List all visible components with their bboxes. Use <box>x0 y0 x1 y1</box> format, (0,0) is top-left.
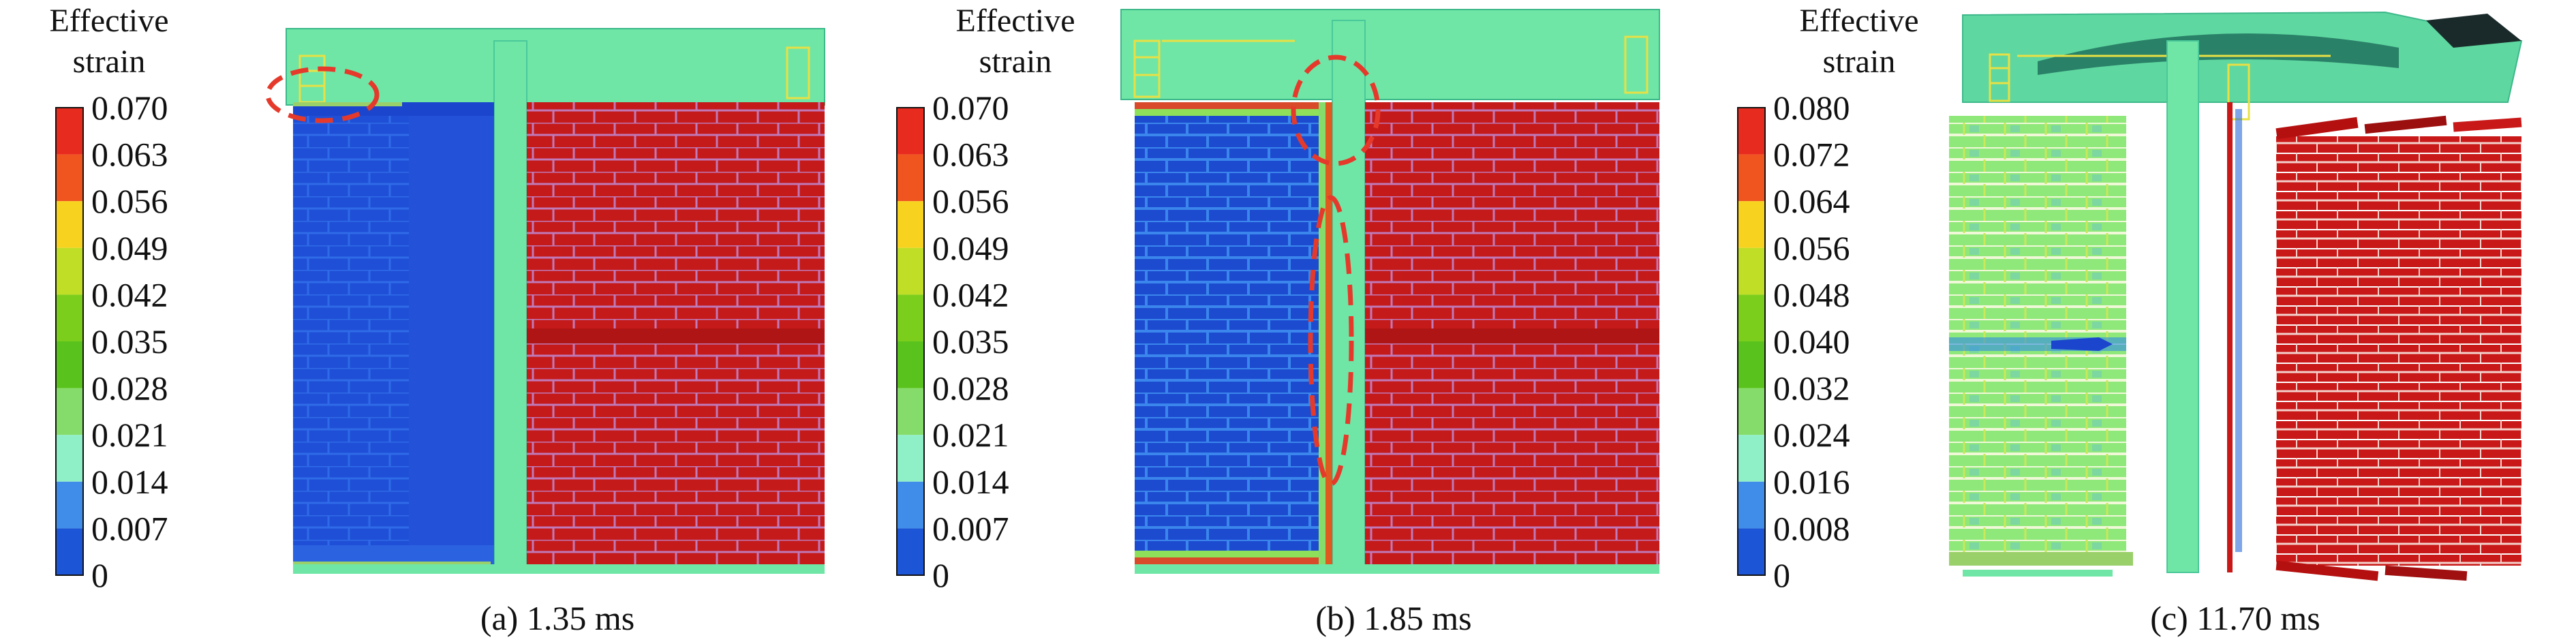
colorbar-segment <box>56 154 83 202</box>
colorbar-a: 0.070 0.063 0.056 0.049 0.042 0.035 0.028 0.021… <box>55 89 168 594</box>
colorbar-segment <box>897 341 924 388</box>
colorbar-tick-label: 0 <box>1773 556 1790 594</box>
colorbar-segment <box>897 388 924 435</box>
colorbar-tick-label: 0.007 <box>932 509 1009 547</box>
colorbar-segment <box>1738 108 1765 155</box>
colorbar-tick-label: 0.024 <box>1773 416 1850 454</box>
panel-a: Effective strain 0.0700.0630.0560.0490.0… <box>49 3 825 637</box>
colorbar-segment <box>56 247 83 295</box>
colorbar-frame <box>55 107 84 576</box>
colorbar-tick-label: 0.042 <box>932 275 1009 313</box>
caption-a: (a) 1.35 ms <box>480 599 634 637</box>
colorbar-tick-label: 0.007 <box>91 509 168 547</box>
structure-c <box>1949 11 2523 581</box>
colorbar-segment <box>1738 201 1765 248</box>
colorbar-segment <box>897 247 924 295</box>
legend-title-a-line1: Effective <box>49 3 168 39</box>
colorbar-segment <box>1738 341 1765 388</box>
colorbar-tick-label: 0.040 <box>1773 322 1850 361</box>
legend-title-b-line1: Effective <box>955 3 1075 39</box>
colorbar-c: 0.080 0.072 0.064 0.056 0.048 0.040 0.032 0.024… <box>1737 89 1850 594</box>
legend-title-b-line2: strain <box>979 44 1052 80</box>
colorbar-tick-label: 0.080 <box>1773 89 1850 127</box>
colorbar-segment <box>897 154 924 202</box>
colorbar-segment <box>56 108 83 155</box>
colorbar-segment <box>897 294 924 341</box>
colorbar-tick-label: 0.070 <box>91 89 168 127</box>
colorbar-segment <box>897 108 924 155</box>
structure-b <box>1120 9 1660 574</box>
colorbar-tick-label: 0.028 <box>932 369 1009 408</box>
colorbar-tick-label: 0.008 <box>1773 509 1850 547</box>
colorbar-tick-label: 0.014 <box>91 463 168 501</box>
colorbar-segment <box>897 528 924 575</box>
colorbar-tick-label: 0.021 <box>932 416 1009 454</box>
colorbar-tick-label: 0.056 <box>1773 229 1850 267</box>
colorbar-tick-label: 0.049 <box>91 229 168 267</box>
colorbar-segment <box>56 388 83 435</box>
colorbar-tick-label: 0.049 <box>932 229 1009 267</box>
colorbar-frame <box>1737 107 1766 576</box>
colorbar-segment <box>56 341 83 388</box>
colorbar-segment <box>897 201 924 248</box>
colorbar-tick-label: 0 <box>932 556 949 594</box>
crack-annotation-b-side <box>1308 195 1354 487</box>
colorbar-segment <box>1738 388 1765 435</box>
colorbar-tick-label: 0.063 <box>932 136 1009 174</box>
colorbar-segment <box>1738 528 1765 575</box>
colorbar-tick-label: 0.016 <box>1773 463 1850 501</box>
legend-title-a-line2: strain <box>73 44 146 80</box>
colorbar-tick-label: 0.032 <box>1773 369 1850 408</box>
colorbar-segment <box>1738 154 1765 202</box>
crack-annotation-b-top <box>1291 55 1381 166</box>
panel-c: Effective strain 0.0800.0720.0640.0560.0… <box>1737 3 2523 637</box>
colorbar-tick-label: 0 <box>91 556 108 594</box>
colorbar-segment <box>56 435 83 482</box>
colorbar-segment <box>56 294 83 341</box>
colorbar-tick-label: 0.028 <box>91 369 168 408</box>
colorbar-tick-label: 0.042 <box>91 275 168 313</box>
colorbar-frame <box>896 107 925 576</box>
colorbar-segment <box>1738 294 1765 341</box>
caption-c: (c) 11.70 ms <box>2150 599 2320 637</box>
colorbar-segment <box>56 528 83 575</box>
colorbar-tick-label: 0.035 <box>91 322 168 361</box>
colorbar-tick-label: 0.064 <box>1773 182 1850 220</box>
caption-b: (b) 1.85 ms <box>1315 599 1471 637</box>
colorbar-segment <box>1738 435 1765 482</box>
colorbar-tick-label: 0.035 <box>932 322 1009 361</box>
colorbar-tick-label: 0.070 <box>932 89 1009 127</box>
colorbar-segment <box>897 481 924 529</box>
colorbar-tick-label: 0.048 <box>1773 275 1850 313</box>
colorbar-tick-label: 0.056 <box>932 182 1009 220</box>
colorbar-tick-label: 0.021 <box>91 416 168 454</box>
colorbar-tick-label: 0.014 <box>932 463 1009 501</box>
colorbar-segment <box>56 201 83 248</box>
panel-b: Effective strain 0.0700.0630.0560.0490.0… <box>896 3 1660 637</box>
colorbar-tick-label: 0.056 <box>91 182 168 220</box>
structure-a <box>265 28 825 574</box>
colorbar-tick-label: 0.072 <box>1773 136 1850 174</box>
colorbar-segment <box>897 435 924 482</box>
legend-title-c-line2: strain <box>1823 44 1896 80</box>
legend-title-c-line1: Effective <box>1799 3 1918 39</box>
colorbar-b: 0.070 0.063 0.056 0.049 0.042 0.035 0.028 0.021… <box>896 89 1009 594</box>
colorbar-segment <box>56 481 83 529</box>
crack-annotation-a <box>265 66 380 123</box>
colorbar-tick-label: 0.063 <box>91 136 168 174</box>
colorbar-segment <box>1738 481 1765 529</box>
colorbar-segment <box>1738 247 1765 295</box>
